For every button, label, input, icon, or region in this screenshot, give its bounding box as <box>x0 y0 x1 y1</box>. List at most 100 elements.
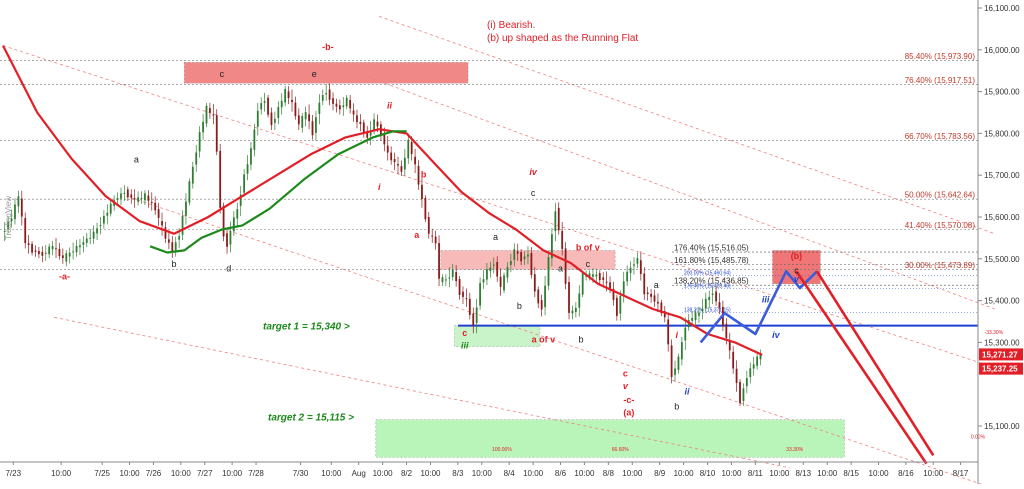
candle-body <box>410 142 413 155</box>
y-tick-label-7: 15,400.00 <box>984 297 1020 306</box>
decline-line-1 <box>815 270 935 456</box>
candle-body <box>161 221 163 226</box>
candle-body <box>718 302 721 308</box>
candle-body <box>356 115 358 123</box>
x-tick-label-14: 10:00 <box>420 469 441 478</box>
candle-body <box>332 98 334 104</box>
candle-body <box>397 164 399 166</box>
candle-body <box>646 292 649 295</box>
x-tick-label-11: Aug <box>352 469 366 478</box>
candle-body <box>554 211 557 231</box>
candle-body <box>27 243 30 246</box>
x-tick-label-34: 10:00 <box>923 469 944 478</box>
candle-body <box>58 248 61 257</box>
wave-label-7: ii <box>387 100 393 110</box>
candle-body <box>198 132 201 152</box>
fib-level-label-2: 66.70% (15,783.56) <box>905 132 976 141</box>
candle-body <box>212 114 215 116</box>
candle-body <box>482 279 485 283</box>
candle-body <box>639 260 642 275</box>
candle-body <box>308 114 310 122</box>
candle-body <box>752 364 755 369</box>
candle-body <box>65 253 68 262</box>
target-label-1: target 2 = 15,115 > <box>268 413 354 424</box>
candle-body <box>468 298 471 315</box>
candle-body <box>253 129 256 150</box>
x-tick-label-32: 10:00 <box>869 469 890 478</box>
candle-body <box>185 201 187 216</box>
candle-body <box>17 196 20 207</box>
candle-body <box>260 103 263 110</box>
wave-label-12: iii <box>461 341 469 351</box>
candle-body <box>287 91 290 99</box>
candle-body <box>215 115 218 152</box>
channel-line-1 <box>125 195 995 489</box>
candle-body <box>523 256 526 260</box>
candle-body <box>462 291 464 297</box>
candle-body <box>263 101 266 103</box>
candle-body <box>178 236 181 240</box>
wave-label-18: a <box>558 263 563 273</box>
candle-body <box>667 319 670 345</box>
candle-body <box>509 261 512 265</box>
candle-body <box>438 243 440 279</box>
ext-level-label-0: 176.40% (15,516.05) <box>674 244 749 253</box>
candle-body <box>414 156 417 165</box>
candle-body <box>492 264 495 266</box>
candle-body <box>96 228 98 234</box>
candle-body <box>3 230 6 232</box>
candle-body <box>137 197 139 202</box>
candle-body <box>243 174 246 193</box>
x-tick-label-31: 8/15 <box>843 469 859 478</box>
small-ext-label-0: 200.00% (15,460.64) <box>684 270 731 276</box>
candle-body <box>383 132 386 145</box>
candle-body <box>321 95 324 101</box>
candle-body <box>116 198 119 200</box>
candle-body <box>133 198 136 200</box>
candle-body <box>496 261 499 277</box>
zone-3 <box>375 419 845 458</box>
small-ext-label-2: 138.20% (15,371.15) <box>684 308 731 314</box>
candle-body <box>444 279 447 281</box>
x-tick-label-4: 7/26 <box>146 469 162 478</box>
candle-body <box>222 205 225 237</box>
candle-body <box>304 111 307 120</box>
wave-label-1: -b- <box>322 42 334 52</box>
wave-label-25: -c- <box>623 395 634 405</box>
candle-body <box>472 313 475 326</box>
candle-body <box>441 277 444 283</box>
x-tick-label-22: 10:00 <box>622 469 643 478</box>
price-badge-label-1: 15,237.25 <box>982 365 1018 374</box>
candle-body <box>232 217 235 232</box>
candle-body <box>85 238 88 243</box>
candle-body <box>448 277 451 279</box>
candle-body <box>520 252 523 262</box>
candle-body <box>455 272 458 282</box>
candle-body <box>154 202 157 211</box>
candle-body <box>205 105 208 124</box>
wave-label-5: d <box>226 263 231 273</box>
candle-body <box>120 193 122 199</box>
candle-body <box>359 121 362 125</box>
x-tick-label-9: 7/30 <box>293 469 309 478</box>
fib-level-label-1: 76.40% (15,917.51) <box>905 76 976 85</box>
candle-body <box>209 108 211 113</box>
candle-body <box>680 342 683 360</box>
candle-body <box>728 340 731 351</box>
channel-line-3 <box>379 15 995 235</box>
candle-body <box>181 215 184 235</box>
wave-label-29: b <box>674 401 679 411</box>
candle-body <box>284 89 287 103</box>
y-tick-label-1: 16,000.00 <box>984 46 1020 55</box>
candle-body <box>516 251 519 254</box>
x-tick-label-6: 7/27 <box>197 469 213 478</box>
candle-body <box>167 239 170 243</box>
candle-body <box>605 281 608 283</box>
zone-0 <box>183 62 469 84</box>
x-tick-label-23: 8/9 <box>654 469 666 478</box>
candle-body <box>373 119 375 131</box>
candle-body <box>745 378 748 387</box>
y-tick-label-9: 15,100.00 <box>984 422 1020 431</box>
